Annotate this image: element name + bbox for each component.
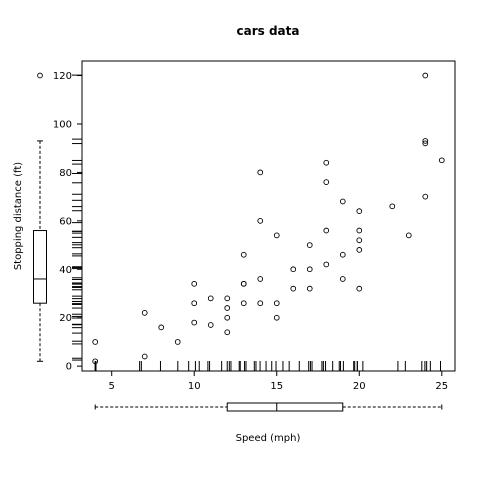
x-box <box>226 402 344 412</box>
scatter-points <box>92 72 445 365</box>
data-point <box>389 203 396 210</box>
y-box <box>33 230 47 304</box>
data-point <box>339 276 346 282</box>
data-point <box>224 329 231 336</box>
data-point <box>240 300 247 307</box>
data-point <box>290 285 297 292</box>
data-point <box>273 300 280 307</box>
data-point <box>323 261 330 268</box>
data-point <box>207 295 214 302</box>
y-rug <box>72 74 82 361</box>
data-point <box>323 227 330 234</box>
data-point <box>141 310 148 316</box>
data-point <box>356 208 363 215</box>
y-axis-title: Stopping distance (ft) <box>13 162 24 270</box>
chart-title: cars data <box>237 24 300 38</box>
data-point <box>240 251 247 258</box>
data-point <box>422 138 429 144</box>
data-point <box>191 300 198 307</box>
data-point <box>224 314 231 321</box>
data-point <box>405 232 412 239</box>
data-point <box>240 280 247 287</box>
y-tick-label: 100 <box>53 119 72 130</box>
x-tick-label: 25 <box>435 381 448 392</box>
data-point <box>257 300 264 307</box>
data-point <box>224 295 231 302</box>
data-point <box>273 314 280 321</box>
data-point <box>92 358 99 365</box>
x-axis: 5 10 15 20 25 <box>109 371 448 392</box>
data-point <box>356 237 363 244</box>
data-point <box>257 217 264 224</box>
x-tick-label: 5 <box>109 381 115 392</box>
y-tick-label: 0 <box>66 362 72 373</box>
data-point <box>174 339 181 345</box>
data-point <box>422 193 429 200</box>
data-point <box>339 251 346 258</box>
data-point <box>323 179 330 185</box>
data-point <box>356 227 363 234</box>
x-tick-label: 20 <box>353 381 366 392</box>
x-axis-title: Speed (mph) <box>236 433 301 444</box>
data-point <box>422 140 429 147</box>
x-tick-label: 10 <box>188 381 201 392</box>
plot-frame <box>81 60 456 372</box>
data-point <box>257 276 264 282</box>
y-axis: 0 20 40 60 80 100 120 <box>53 71 82 373</box>
y-box-outlier <box>37 72 43 79</box>
data-point <box>290 266 297 273</box>
data-point <box>306 242 313 248</box>
data-point <box>191 280 198 287</box>
data-point <box>306 266 313 273</box>
data-point <box>92 339 99 345</box>
data-point <box>191 319 198 326</box>
data-point <box>306 285 313 292</box>
data-point <box>207 322 214 328</box>
y-tick-label: 20 <box>59 313 72 324</box>
data-point <box>356 247 363 253</box>
data-point <box>422 72 429 79</box>
data-point <box>438 157 445 164</box>
data-point <box>141 353 148 360</box>
data-point <box>257 169 264 176</box>
y-tick-label: 60 <box>59 216 72 227</box>
data-point <box>273 232 280 239</box>
data-point <box>356 285 363 292</box>
x-rug <box>94 361 441 371</box>
x-tick-label: 15 <box>270 381 283 392</box>
data-point <box>158 324 165 331</box>
x-boxplot <box>94 402 443 412</box>
y-tick-label: 120 <box>53 71 72 82</box>
data-point <box>323 159 330 166</box>
data-point <box>339 198 346 205</box>
y-tick-label: 40 <box>59 265 72 276</box>
y-tick-label: 80 <box>59 168 72 179</box>
y-boxplot <box>33 72 47 362</box>
data-point <box>224 305 231 311</box>
